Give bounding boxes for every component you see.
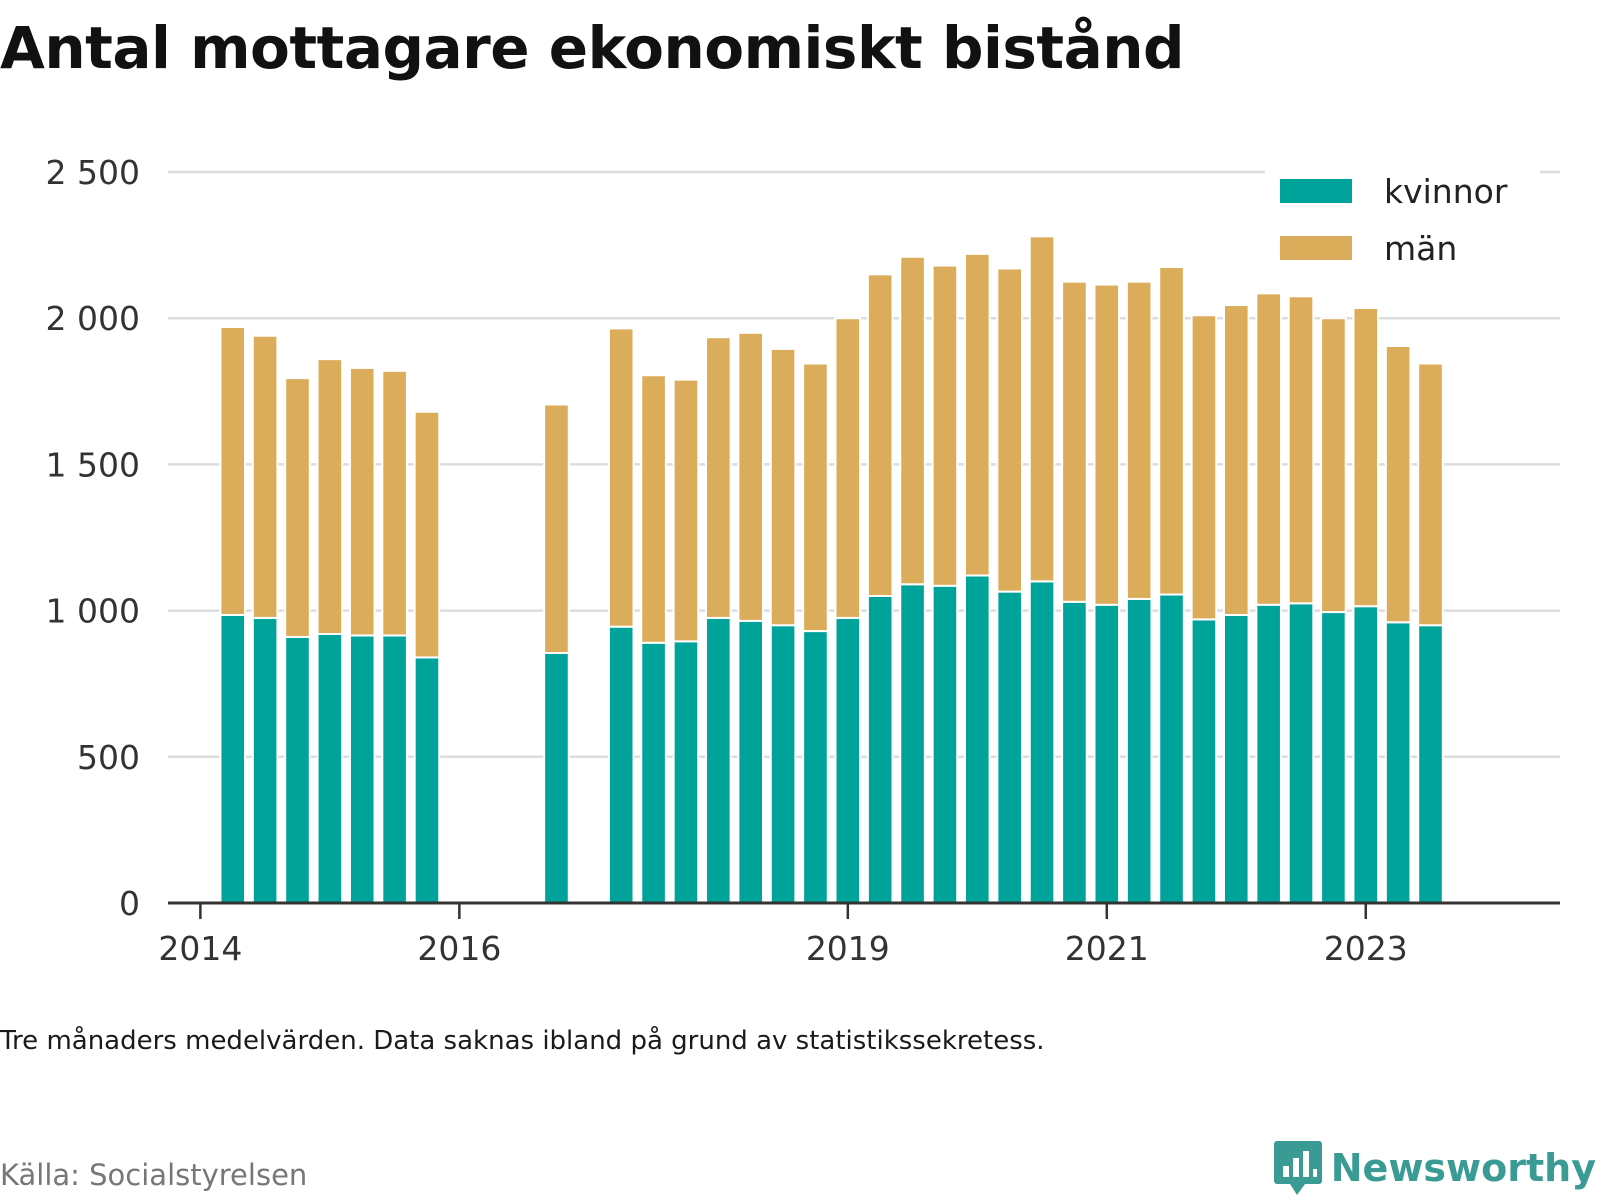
- legend-swatch-man: [1280, 236, 1352, 260]
- x-tick-label: 2021: [1065, 929, 1149, 968]
- axes: 0 500 1 000 1 500 2 000 2 500 2014 2016 2019 2021…: [46, 153, 1560, 968]
- bar-man: [996, 267, 1023, 593]
- bar-kvinnor: [1190, 618, 1218, 904]
- bar-man: [1061, 280, 1088, 603]
- bar-man: [316, 358, 344, 635]
- chart-note: Tre månaders medelvärden. Data saknas ib…: [0, 1026, 1045, 1056]
- bar-kvinnor: [607, 625, 635, 904]
- bar-man: [1320, 317, 1347, 614]
- bar-man: [1384, 344, 1412, 624]
- bar-kvinnor: [769, 624, 797, 904]
- brand-name: Newsworthy: [1330, 1146, 1596, 1190]
- bar-man: [1125, 280, 1153, 600]
- bar-kvinnor: [348, 634, 376, 904]
- y-tick-label: 2 500: [46, 153, 140, 192]
- bar-kvinnor: [996, 590, 1023, 904]
- bar-man: [640, 374, 667, 644]
- bar-man: [1222, 304, 1250, 616]
- bar-man: [1417, 362, 1444, 627]
- bar-man: [802, 362, 829, 633]
- newsworthy-logo-icon: [1273, 1141, 1322, 1195]
- bar-man: [607, 327, 635, 628]
- bar-kvinnor: [1125, 597, 1153, 904]
- bar-man: [251, 334, 279, 619]
- bar-kvinnor: [899, 583, 926, 904]
- bar-kvinnor: [1222, 613, 1250, 905]
- bar-man: [834, 317, 862, 619]
- bar-kvinnor: [1287, 602, 1315, 904]
- bar-kvinnor: [931, 584, 959, 904]
- bar-man: [705, 336, 732, 619]
- y-tick-label: 500: [77, 738, 140, 777]
- bar-kvinnor: [1255, 603, 1282, 904]
- bar-man: [1028, 235, 1056, 583]
- bar-kvinnor: [1093, 603, 1121, 904]
- x-tick-label: 2016: [417, 929, 501, 968]
- bar-man: [899, 255, 926, 586]
- bar-man: [931, 264, 959, 587]
- bar-man: [1287, 295, 1315, 605]
- bar-man: [413, 410, 441, 659]
- bar-kvinnor: [1158, 593, 1185, 904]
- bar-man: [1255, 292, 1282, 606]
- bar-man: [1190, 314, 1218, 621]
- y-tick-label: 0: [119, 884, 140, 923]
- bar-man: [348, 366, 376, 637]
- bars: [219, 235, 1444, 905]
- bar-kvinnor: [413, 656, 441, 904]
- y-tick-label: 1 500: [46, 445, 140, 484]
- bar-man: [381, 369, 408, 637]
- bar-kvinnor: [381, 634, 408, 904]
- bar-man: [1158, 266, 1185, 596]
- bar-kvinnor: [737, 619, 764, 904]
- y-tick-label: 2 000: [46, 299, 140, 338]
- bar-kvinnor: [640, 641, 667, 904]
- y-tick-label: 1 000: [46, 592, 140, 631]
- bar-kvinnor: [964, 574, 991, 905]
- bar-kvinnor: [284, 635, 311, 905]
- chart-title: Antal mottagare ekonomiskt bistånd: [0, 14, 1185, 82]
- bar-man: [672, 378, 700, 643]
- bar-kvinnor: [1028, 580, 1056, 904]
- bar-kvinnor: [219, 613, 247, 905]
- bar-kvinnor: [543, 651, 570, 904]
- bar-kvinnor: [705, 616, 732, 904]
- bar-kvinnor: [1417, 624, 1444, 904]
- x-tick-label: 2014: [158, 929, 242, 968]
- bar-kvinnor: [1352, 605, 1380, 904]
- source-text: Källa: Socialstyrelsen: [0, 1158, 308, 1192]
- bar-kvinnor: [834, 616, 862, 904]
- bar-man: [769, 347, 797, 627]
- bar-man: [284, 377, 311, 638]
- bar-man: [219, 325, 247, 616]
- brand-logo[interactable]: Newsworthy: [1273, 1139, 1596, 1197]
- bar-kvinnor: [251, 616, 279, 904]
- bar-kvinnor: [672, 640, 700, 904]
- bar-kvinnor: [316, 632, 344, 904]
- bar-man: [1093, 283, 1121, 606]
- bar-man: [737, 331, 764, 622]
- bar-man: [964, 252, 991, 577]
- legend-label-kvinnor: kvinnor: [1384, 172, 1508, 211]
- bar-man: [866, 273, 894, 597]
- bar-kvinnor: [866, 594, 894, 904]
- bar-man: [1352, 306, 1380, 608]
- bar-kvinnor: [1320, 611, 1347, 904]
- bar-man: [543, 403, 570, 654]
- legend: kvinnor män: [1265, 168, 1540, 283]
- bar-kvinnor: [802, 630, 829, 904]
- bar-kvinnor: [1384, 621, 1412, 905]
- x-tick-label: 2023: [1324, 929, 1408, 968]
- legend-swatch-kvinnor: [1280, 179, 1352, 203]
- x-tick-label: 2019: [806, 929, 890, 968]
- bar-kvinnor: [1061, 600, 1088, 904]
- legend-label-man: män: [1384, 229, 1457, 268]
